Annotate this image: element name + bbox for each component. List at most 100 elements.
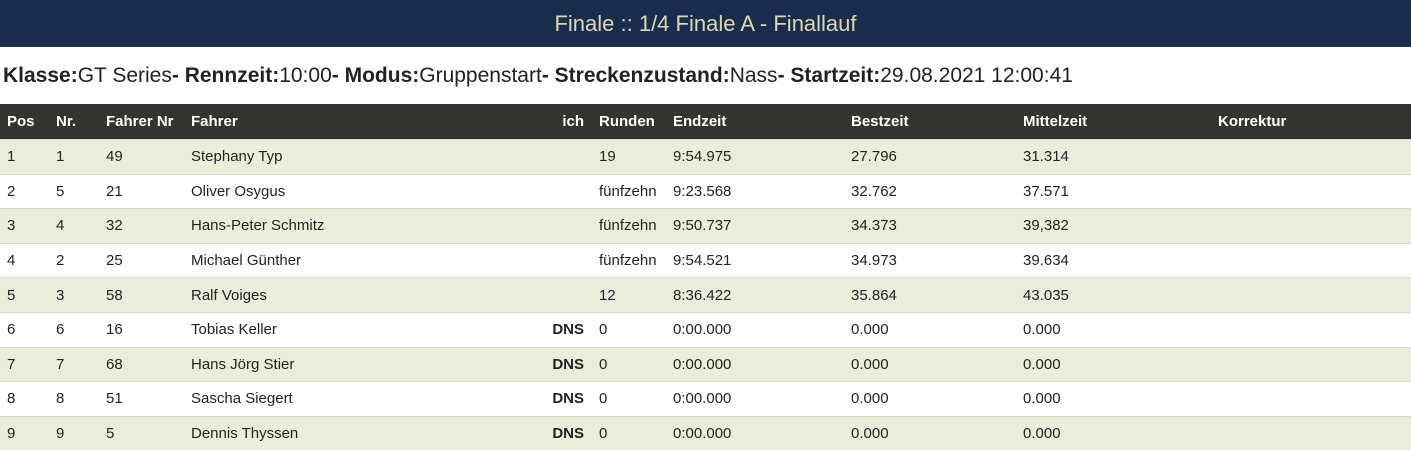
cell-bestzeit: 0.000 xyxy=(844,415,1016,451)
column-header-bestzeit: Bestzeit xyxy=(844,104,1016,140)
cell-runden: 0 xyxy=(592,415,666,451)
cell-ich xyxy=(504,173,592,209)
table-header: Pos Nr. Fahrer Nr Fahrer ich Runden Endzeit Bes… xyxy=(0,104,1411,140)
column-header-fahrer-nr: Fahrer Nr xyxy=(99,104,184,140)
page-title: Finale :: 1/4 Finale A - Finallauf xyxy=(0,0,1411,47)
cell-nr: 4 xyxy=(49,208,99,244)
cell-ich xyxy=(504,242,592,278)
cell-korrektur xyxy=(1211,381,1411,417)
cell-korrektur xyxy=(1211,208,1411,244)
column-header-nr: Nr. xyxy=(49,104,99,140)
cell-mittelzeit: 31.314 xyxy=(1016,139,1211,175)
cell-bestzeit: 0.000 xyxy=(844,381,1016,417)
cell-endzeit: 9:23.568 xyxy=(666,173,844,209)
cell-fahrer: Ralf Voiges xyxy=(184,277,504,313)
table-row: 2 5 21 Oliver Osygus fünfzehn 9:23.568 32.762 3… xyxy=(0,173,1411,209)
cell-mittelzeit: 0.000 xyxy=(1016,381,1211,417)
cell-bestzeit: 34.373 xyxy=(844,208,1016,244)
streckenzustand-value: Nass xyxy=(729,63,778,87)
column-header-endzeit: Endzeit xyxy=(666,104,844,140)
cell-korrektur xyxy=(1211,173,1411,209)
cell-bestzeit: 0.000 xyxy=(844,346,1016,382)
cell-endzeit: 9:54.521 xyxy=(666,242,844,278)
cell-bestzeit: 35.864 xyxy=(844,277,1016,313)
column-header-runden: Runden xyxy=(592,104,666,140)
cell-bestzeit: 34.973 xyxy=(844,242,1016,278)
cell-mittelzeit: 0.000 xyxy=(1016,311,1211,348)
cell-endzeit: 0:00.000 xyxy=(666,381,844,417)
cell-fahrer-nr: 21 xyxy=(99,173,184,209)
cell-mittelzeit: 0.000 xyxy=(1016,346,1211,382)
cell-endzeit: 0:00.000 xyxy=(666,415,844,451)
cell-ich xyxy=(504,139,592,175)
cell-pos: 7 xyxy=(0,346,49,382)
cell-fahrer: Stephany Typ xyxy=(184,139,504,175)
cell-mittelzeit: 37.571 xyxy=(1016,173,1211,209)
cell-fahrer: Hans Jörg Stier xyxy=(184,346,504,382)
column-header-korrektur: Korrektur xyxy=(1211,104,1411,140)
cell-korrektur xyxy=(1211,277,1411,313)
cell-ich: DNS xyxy=(504,381,592,417)
cell-korrektur xyxy=(1211,139,1411,175)
cell-runden: fünfzehn xyxy=(592,208,666,244)
cell-runden: 0 xyxy=(592,381,666,417)
cell-fahrer-nr: 25 xyxy=(99,242,184,278)
klasse-label: Klasse: xyxy=(3,63,78,87)
cell-nr: 6 xyxy=(49,311,99,348)
cell-fahrer: Tobias Keller xyxy=(184,311,504,348)
table-row: 6 6 16 Tobias Keller DNS 0 0:00.000 0.000 0.000 xyxy=(0,311,1411,348)
cell-nr: 7 xyxy=(49,346,99,382)
cell-fahrer-nr: 49 xyxy=(99,139,184,175)
rennzeit-label: - Rennzeit: xyxy=(171,63,280,87)
cell-fahrer-nr: 5 xyxy=(99,415,184,451)
cell-runden: fünfzehn xyxy=(592,173,666,209)
rennzeit-value: 10:00 xyxy=(279,63,332,87)
cell-endzeit: 9:50.737 xyxy=(666,208,844,244)
cell-endzeit: 8:36.422 xyxy=(666,277,844,313)
cell-nr: 1 xyxy=(49,139,99,175)
cell-pos: 5 xyxy=(0,277,49,313)
cell-fahrer: Dennis Thyssen xyxy=(184,415,504,451)
cell-pos: 3 xyxy=(0,208,49,244)
cell-fahrer: Sascha Siegert xyxy=(184,381,504,417)
table-row: 7 7 68 Hans Jörg Stier DNS 0 0:00.000 0.000 0.00… xyxy=(0,346,1411,382)
klasse-value: GT Series xyxy=(77,63,172,87)
cell-pos: 2 xyxy=(0,173,49,209)
race-info: Klasse: GT Series - Rennzeit: 10:00 - Mo… xyxy=(0,47,1411,104)
cell-pos: 4 xyxy=(0,242,49,278)
cell-endzeit: 0:00.000 xyxy=(666,311,844,348)
cell-pos: 9 xyxy=(0,415,49,451)
table-row: 9 9 5 Dennis Thyssen DNS 0 0:00.000 0.000 0.000 xyxy=(0,415,1411,451)
cell-bestzeit: 32.762 xyxy=(844,173,1016,209)
cell-fahrer-nr: 58 xyxy=(99,277,184,313)
cell-ich xyxy=(504,208,592,244)
cell-runden: 0 xyxy=(592,346,666,382)
cell-ich: DNS xyxy=(504,415,592,451)
cell-fahrer-nr: 51 xyxy=(99,381,184,417)
cell-nr: 3 xyxy=(49,277,99,313)
cell-korrektur xyxy=(1211,346,1411,382)
cell-fahrer: Oliver Osygus xyxy=(184,173,504,209)
cell-korrektur xyxy=(1211,311,1411,348)
startzeit-value: 29.08.2021 12:00:41 xyxy=(880,63,1073,87)
cell-bestzeit: 0.000 xyxy=(844,311,1016,348)
streckenzustand-label: - Streckenzustand: xyxy=(541,63,730,87)
results-table: Pos Nr. Fahrer Nr Fahrer ich Runden Endzeit Bes… xyxy=(0,104,1411,451)
column-header-ich: ich xyxy=(504,104,592,140)
cell-nr: 9 xyxy=(49,415,99,451)
cell-fahrer-nr: 16 xyxy=(99,311,184,348)
cell-runden: 0 xyxy=(592,311,666,348)
cell-pos: 8 xyxy=(0,381,49,417)
cell-runden: 19 xyxy=(592,139,666,175)
cell-korrektur xyxy=(1211,415,1411,451)
cell-endzeit: 0:00.000 xyxy=(666,346,844,382)
cell-fahrer: Hans-Peter Schmitz xyxy=(184,208,504,244)
cell-nr: 2 xyxy=(49,242,99,278)
cell-ich xyxy=(504,277,592,313)
cell-mittelzeit: 0.000 xyxy=(1016,415,1211,451)
cell-pos: 6 xyxy=(0,311,49,348)
cell-fahrer-nr: 68 xyxy=(99,346,184,382)
cell-mittelzeit: 43.035 xyxy=(1016,277,1211,313)
cell-ich: DNS xyxy=(504,346,592,382)
modus-label: - Modus: xyxy=(331,63,420,87)
